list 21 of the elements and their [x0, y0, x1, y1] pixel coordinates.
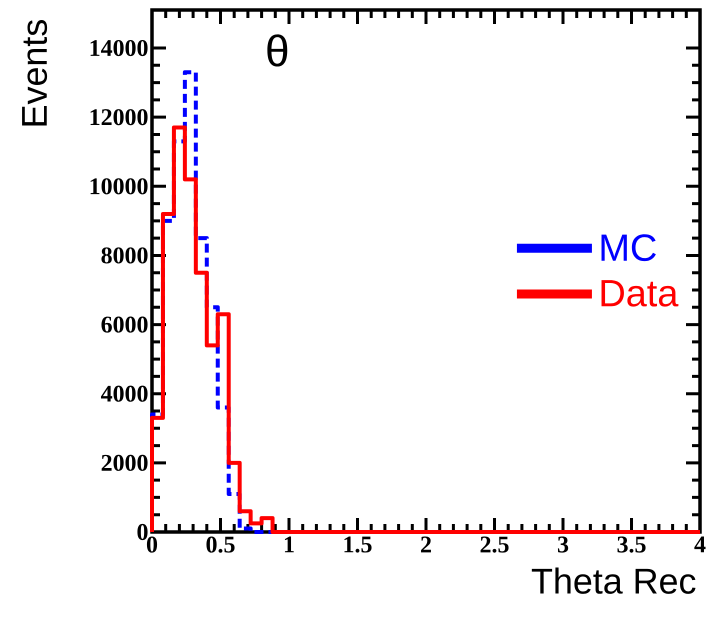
y-tick-label: 2000	[102, 454, 148, 471]
x-tick-label: 3	[558, 536, 568, 553]
x-tick-label: 0.5	[206, 536, 235, 553]
x-tick-label: 2.5	[480, 536, 509, 553]
y-tick-label: 12000	[90, 109, 148, 126]
x-tick-label: 3.5	[617, 536, 646, 553]
x-axis-title: Theta Rec	[532, 568, 696, 594]
x-tick-label: 2	[421, 536, 431, 552]
y-tick-label: 8000	[101, 247, 148, 264]
y-tick-label: 6000	[101, 316, 148, 333]
chart-title: θ	[267, 34, 288, 67]
y-tick-label: 10000	[90, 178, 148, 194]
legend-label: Data	[602, 280, 678, 307]
x-tick-label: 1.5	[344, 536, 372, 553]
y-tick-label: 14000	[90, 40, 148, 56]
y-axis-title: Events	[22, 20, 48, 126]
y-tick-label: 0	[137, 524, 148, 540]
x-tick-label: 1	[284, 536, 294, 552]
x-tick-label: 4	[694, 536, 706, 552]
y-tick-label: 4000	[100, 386, 148, 402]
legend-label: MC	[602, 234, 656, 262]
